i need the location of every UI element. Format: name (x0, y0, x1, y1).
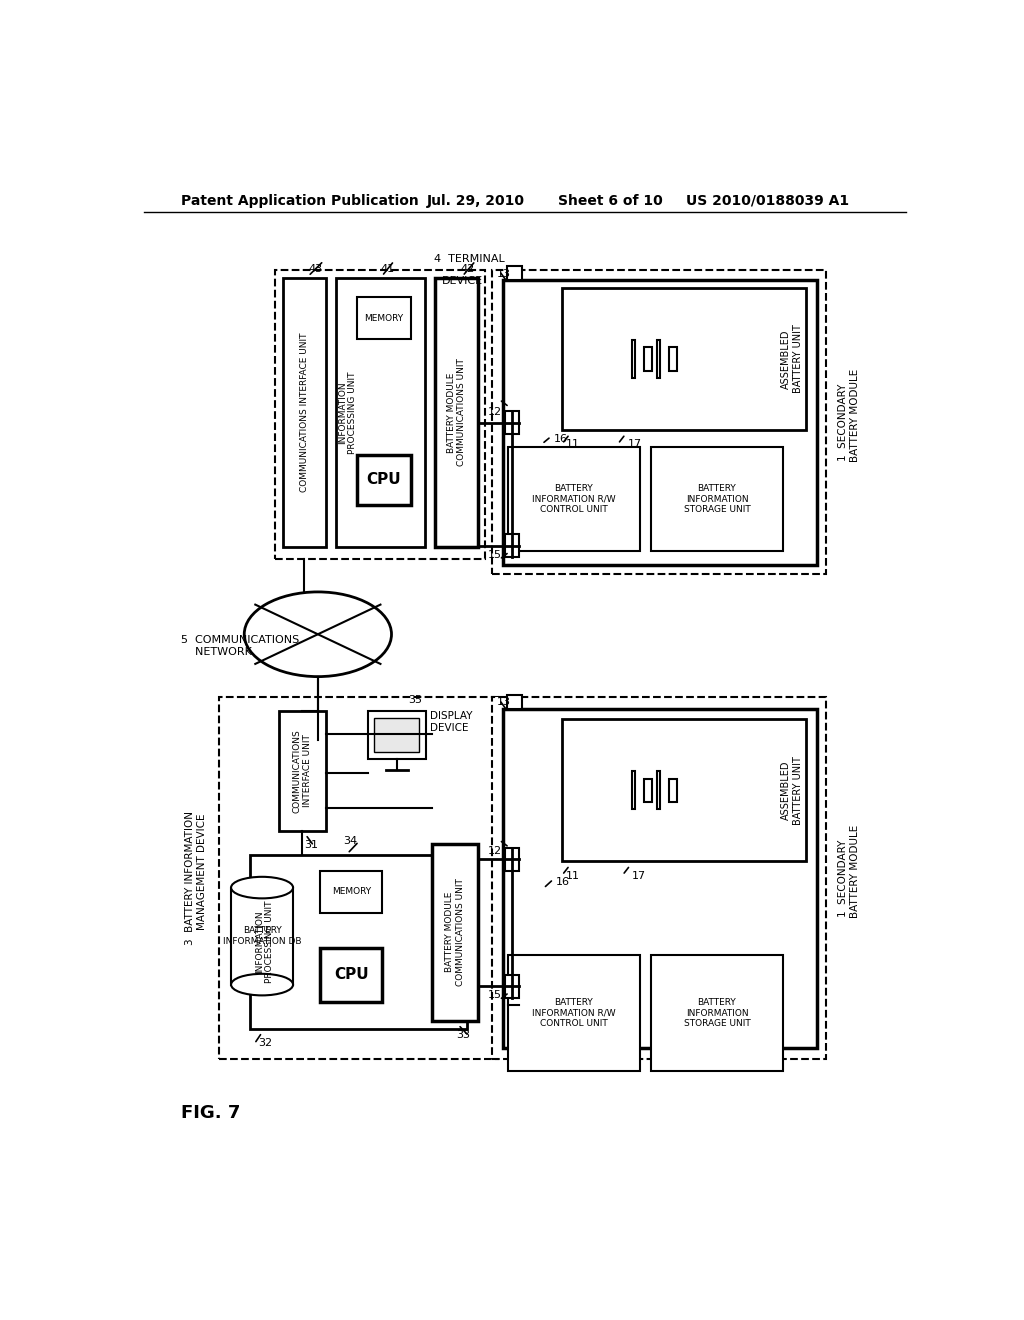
Text: 4  TERMINAL: 4 TERMINAL (434, 253, 505, 264)
Bar (669, 347, 677, 371)
Text: BATTERY MODULE
COMMUNICATIONS UNIT: BATTERY MODULE COMMUNICATIONS UNIT (445, 878, 465, 986)
Text: Jul. 29, 2010: Jul. 29, 2010 (426, 194, 524, 207)
Bar (275, 271, 484, 558)
Bar (505, 847, 518, 871)
Bar (562, 288, 806, 430)
Text: 12: 12 (487, 407, 502, 417)
Text: US 2010/0188039 A1: US 2010/0188039 A1 (686, 194, 849, 207)
Bar (503, 709, 817, 1048)
Text: BATTERY
INFORMATION R/W
CONTROL UNIT: BATTERY INFORMATION R/W CONTROL UNIT (531, 484, 615, 513)
Text: BATTERY
INFORMATION
STORAGE UNIT: BATTERY INFORMATION STORAGE UNIT (684, 484, 751, 513)
Bar (669, 779, 677, 801)
Bar (508, 447, 640, 552)
Bar (505, 411, 518, 434)
Text: DISPLAY
DEVICE: DISPLAY DEVICE (430, 711, 473, 733)
Text: 34: 34 (343, 836, 357, 846)
Text: FIG. 7: FIG. 7 (180, 1105, 240, 1122)
Bar (508, 956, 640, 1071)
Bar (493, 271, 825, 574)
Text: 13: 13 (497, 268, 511, 279)
Text: 15: 15 (487, 549, 502, 560)
Text: COMMUNICATIONS
INTERFACE UNIT: COMMUNICATIONS INTERFACE UNIT (293, 729, 312, 813)
Bar (505, 535, 518, 557)
Bar (231, 887, 293, 985)
Bar (432, 843, 478, 1020)
Text: ASSEMBLED
BATTERY UNIT: ASSEMBLED BATTERY UNIT (781, 325, 803, 393)
Text: DEVICE: DEVICE (442, 276, 483, 286)
Ellipse shape (245, 591, 391, 677)
Text: 11: 11 (566, 440, 580, 449)
Text: BATTERY
INFORMATION R/W
CONTROL UNIT: BATTERY INFORMATION R/W CONTROL UNIT (531, 998, 615, 1028)
Text: Patent Application Publication: Patent Application Publication (180, 194, 419, 207)
Bar (435, 277, 477, 548)
Text: MEMORY: MEMORY (365, 314, 403, 322)
Bar (632, 339, 635, 379)
Bar (562, 719, 806, 862)
Bar (356, 297, 411, 339)
Bar (644, 779, 652, 801)
Text: 16: 16 (556, 876, 569, 887)
Bar (336, 277, 425, 548)
Text: 16: 16 (554, 434, 567, 444)
Text: 12: 12 (487, 846, 502, 855)
Bar (656, 339, 659, 379)
Text: BATTERY
INFORMATION DB: BATTERY INFORMATION DB (223, 927, 301, 946)
Bar (644, 347, 652, 371)
Text: MEMORY: MEMORY (332, 887, 371, 896)
Text: COMMUNICATIONS INTERFACE UNIT: COMMUNICATIONS INTERFACE UNIT (300, 333, 309, 492)
Text: 32: 32 (258, 1038, 272, 1048)
Text: 1  SECONDARY
    BATTERY MODULE: 1 SECONDARY BATTERY MODULE (838, 370, 859, 475)
Bar (632, 771, 635, 809)
Bar (507, 696, 522, 709)
Bar (321, 871, 382, 913)
Bar (651, 447, 783, 552)
Bar (503, 280, 817, 565)
Bar (251, 855, 467, 1028)
Text: 11: 11 (566, 871, 580, 880)
Bar (493, 697, 825, 1059)
Text: 17: 17 (628, 440, 642, 449)
Text: 17: 17 (632, 871, 646, 880)
Bar (507, 267, 522, 280)
Text: INFORMATION
PROCESSING UNIT: INFORMATION PROCESSING UNIT (255, 900, 274, 983)
Text: ASSEMBLED
BATTERY UNIT: ASSEMBLED BATTERY UNIT (781, 756, 803, 825)
Text: Sheet 6 of 10: Sheet 6 of 10 (558, 194, 663, 207)
Text: 42: 42 (460, 264, 474, 273)
Text: 13: 13 (497, 697, 511, 708)
Bar (356, 455, 411, 506)
Bar (321, 948, 382, 1002)
Bar (219, 697, 499, 1059)
Text: 35: 35 (409, 696, 423, 705)
Bar (505, 974, 518, 998)
Bar (656, 771, 659, 809)
Text: BATTERY
INFORMATION
STORAGE UNIT: BATTERY INFORMATION STORAGE UNIT (684, 998, 751, 1028)
Text: 15: 15 (487, 990, 502, 1001)
Ellipse shape (231, 974, 293, 995)
Bar (651, 956, 783, 1071)
Text: 5  COMMUNICATIONS
    NETWORK: 5 COMMUNICATIONS NETWORK (180, 635, 299, 656)
Bar (280, 711, 326, 830)
Text: 33: 33 (457, 1030, 471, 1040)
Text: BATTERY MODULE
COMMUNICATIONS UNIT: BATTERY MODULE COMMUNICATIONS UNIT (446, 359, 466, 466)
Bar (375, 718, 420, 752)
Ellipse shape (231, 876, 293, 899)
Text: 43: 43 (308, 264, 323, 273)
Text: CPU: CPU (367, 473, 401, 487)
Text: 41: 41 (380, 264, 394, 273)
Text: 3  BATTERY INFORMATION
    MANAGEMENT DEVICE: 3 BATTERY INFORMATION MANAGEMENT DEVICE (185, 812, 207, 945)
Text: CPU: CPU (334, 968, 369, 982)
Text: 31: 31 (304, 840, 317, 850)
Text: INFORMATION
PROCESSING UNIT: INFORMATION PROCESSING UNIT (338, 371, 357, 454)
Bar (283, 277, 326, 548)
Text: 1  SECONDARY
    BATTERY MODULE: 1 SECONDARY BATTERY MODULE (838, 825, 859, 932)
Bar (369, 711, 426, 759)
